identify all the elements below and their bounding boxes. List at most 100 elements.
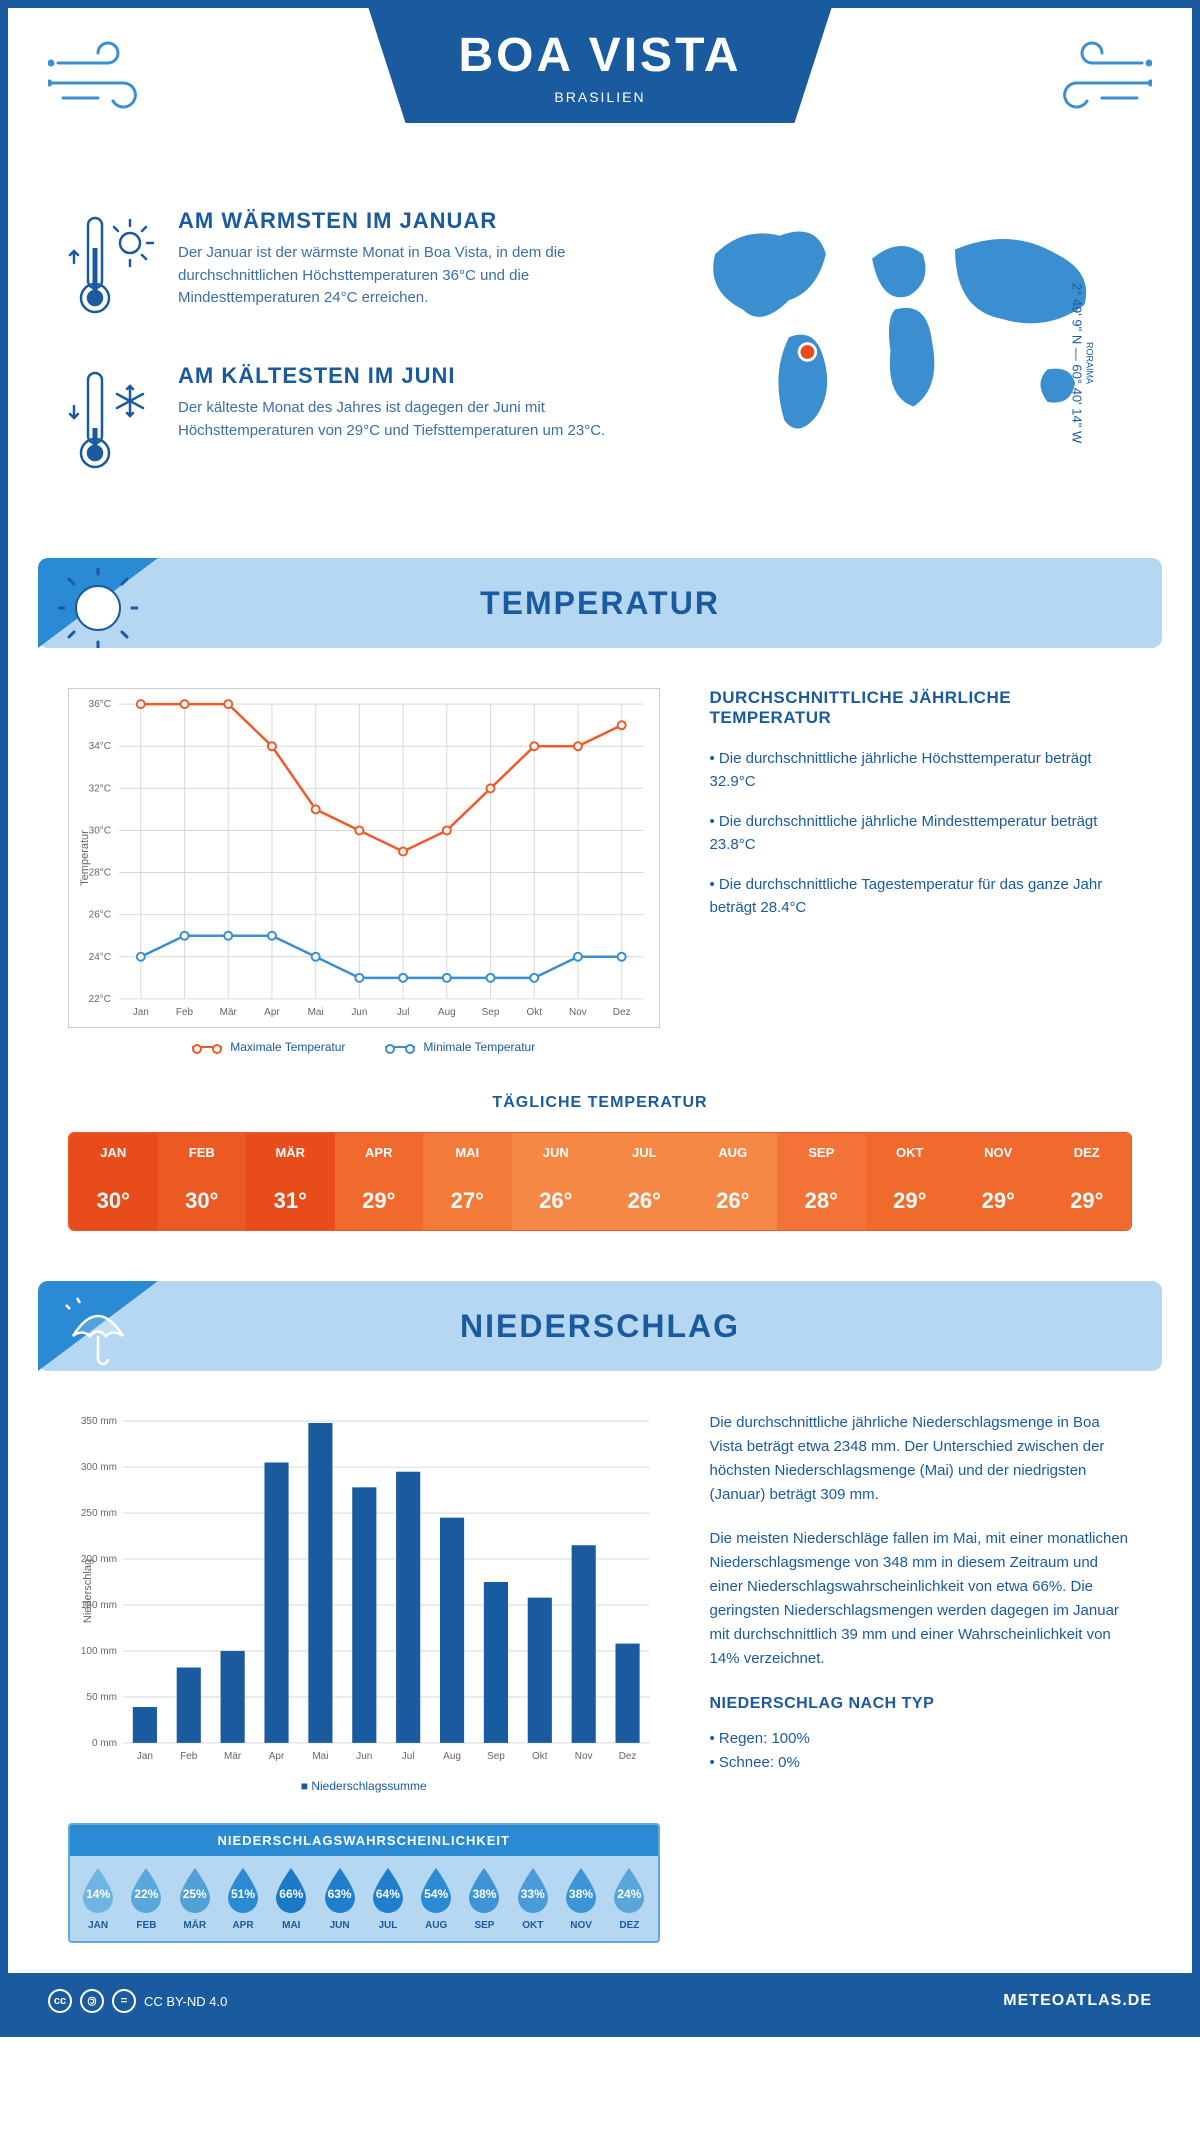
temp-info-bullets: Die durchschnittliche jährliche Höchstte… [710, 748, 1133, 919]
temp-table-header: JUN [512, 1133, 601, 1172]
svg-text:Sep: Sep [482, 1007, 500, 1018]
site-name: METEOATLAS.DE [1003, 1992, 1152, 2010]
legend-max: Maximale Temperatur [192, 1040, 345, 1054]
svg-text:36°C: 36°C [89, 699, 111, 710]
svg-text:Jul: Jul [402, 1751, 415, 1762]
chart-legend: Maximale Temperatur Minimale Temperatur [68, 1040, 660, 1054]
header: BOA VISTA BRASILIEN [8, 8, 1192, 208]
wind-icon [48, 38, 168, 118]
temperature-chart-box: Temperatur 22°C24°C26°C28°C30°C32°C34°C3… [68, 688, 660, 1054]
precipitation-title: NIEDERSCHLAG [460, 1308, 740, 1345]
precip-para-2: Die meisten Niederschläge fallen im Mai,… [710, 1527, 1133, 1671]
probability-cell: 22%FEB [122, 1866, 170, 1931]
daily-temp-heading: TÄGLICHE TEMPERATUR [68, 1094, 1132, 1112]
daily-temp-table: JANFEBMÄRAPRMAIJUNJULAUGSEPOKTNOVDEZ30°3… [68, 1132, 1132, 1231]
precipitation-bar-chart: Niederschlag 0 mm50 mm100 mm150 mm200 mm… [68, 1411, 660, 1771]
precip-para-1: Die durchschnittliche jährliche Niedersc… [710, 1411, 1133, 1507]
wind-icon [1032, 38, 1152, 118]
temp-bullet: Die durchschnittliche Tagestemperatur fü… [710, 874, 1133, 919]
bar-legend: Niederschlagssumme [68, 1779, 660, 1793]
precip-type-list: • Regen: 100%• Schnee: 0% [710, 1727, 1133, 1775]
temp-bullet: Die durchschnittliche jährliche Mindestt… [710, 811, 1133, 856]
svg-text:26°C: 26°C [89, 910, 111, 921]
precip-type-item: • Schnee: 0% [710, 1751, 1133, 1775]
by-icon: 🄯 [80, 1989, 104, 2013]
svg-text:Mär: Mär [224, 1751, 242, 1762]
temp-table-header: JAN [69, 1133, 158, 1172]
coldest-title: AM KÄLTESTEN IM JUNI [178, 363, 627, 389]
precipitation-body: Niederschlag 0 mm50 mm100 mm150 mm200 mm… [8, 1371, 1192, 1973]
svg-text:22°C: 22°C [89, 994, 111, 1005]
legend-min: Minimale Temperatur [385, 1040, 535, 1054]
temp-table-header: MAI [423, 1133, 512, 1172]
map-column: RORAIMA 2° 49' 9" N — 60° 40' 14" W [667, 208, 1132, 518]
temperature-line-chart: Temperatur 22°C24°C26°C28°C30°C32°C34°C3… [68, 688, 660, 1028]
probability-cell: 25%MÄR [171, 1866, 219, 1931]
probability-cell: 38%NOV [557, 1866, 605, 1931]
temp-table-header: DEZ [1043, 1133, 1132, 1172]
svg-text:Jan: Jan [137, 1751, 153, 1762]
svg-text:Dez: Dez [613, 1007, 631, 1018]
svg-text:Aug: Aug [438, 1007, 456, 1018]
svg-text:Jan: Jan [133, 1007, 149, 1018]
svg-text:28°C: 28°C [89, 868, 111, 879]
svg-text:Mär: Mär [220, 1007, 238, 1018]
temp-table-cell: 29° [1043, 1172, 1132, 1230]
precipitation-text: Die durchschnittliche jährliche Niedersc… [710, 1411, 1133, 1943]
svg-text:Mai: Mai [312, 1751, 328, 1762]
svg-text:Aug: Aug [443, 1751, 461, 1762]
thermometer-snow-icon [68, 363, 158, 488]
probability-cell: 51%APR [219, 1866, 267, 1931]
temp-table-cell: 29° [335, 1172, 424, 1230]
temp-table-header: MÄR [246, 1133, 335, 1172]
temp-table-cell: 30° [158, 1172, 247, 1230]
warmest-text: Der Januar ist der wärmste Monat in Boa … [178, 242, 627, 310]
facts-column: AM WÄRMSTEN IM JANUAR Der Januar ist der… [68, 208, 627, 518]
coldest-fact: AM KÄLTESTEN IM JUNI Der kälteste Monat … [68, 363, 627, 488]
svg-text:100 mm: 100 mm [81, 1646, 117, 1657]
temp-table-cell: 26° [600, 1172, 689, 1230]
temp-table-cell: 26° [689, 1172, 778, 1230]
svg-text:30°C: 30°C [89, 825, 111, 836]
temperature-info: DURCHSCHNITTLICHE JÄHRLICHE TEMPERATUR D… [710, 688, 1133, 1054]
svg-text:24°C: 24°C [89, 952, 111, 963]
svg-text:Apr: Apr [264, 1007, 280, 1018]
probability-cell: 14%JAN [74, 1866, 122, 1931]
temp-table-cell: 28° [777, 1172, 866, 1230]
svg-text:50 mm: 50 mm [86, 1692, 117, 1703]
intro-section: AM WÄRMSTEN IM JANUAR Der Januar ist der… [8, 208, 1192, 558]
precip-type-heading: NIEDERSCHLAG NACH TYP [710, 1691, 1133, 1717]
probability-cell: 24%DEZ [605, 1866, 653, 1931]
temp-bullet: Die durchschnittliche jährliche Höchstte… [710, 748, 1133, 793]
infographic-container: BOA VISTA BRASILIEN [0, 0, 1200, 2037]
temp-table-cell: 30° [69, 1172, 158, 1230]
warmest-fact: AM WÄRMSTEN IM JANUAR Der Januar ist der… [68, 208, 627, 333]
y-axis-label: Niederschlag [82, 1559, 94, 1623]
temp-table-cell: 26° [512, 1172, 601, 1230]
umbrella-icon [58, 1291, 138, 1371]
temperature-title: TEMPERATUR [480, 585, 720, 622]
temp-info-heading: DURCHSCHNITTLICHE JÄHRLICHE TEMPERATUR [710, 688, 1133, 728]
title-ribbon: BOA VISTA BRASILIEN [368, 8, 831, 123]
temp-table-cell: 29° [866, 1172, 955, 1230]
temp-table-header: JUL [600, 1133, 689, 1172]
probability-cell: 38%SEP [460, 1866, 508, 1931]
cc-icon: cc [48, 1989, 72, 2013]
svg-text:Feb: Feb [180, 1751, 198, 1762]
probability-cell: 66%MAI [267, 1866, 315, 1931]
svg-text:Mai: Mai [308, 1007, 324, 1018]
temperature-section-header: TEMPERATUR [38, 558, 1162, 648]
probability-box: NIEDERSCHLAGSWAHRSCHEINLICHKEIT 14%JAN22… [68, 1823, 660, 1943]
svg-text:Okt: Okt [526, 1007, 542, 1018]
svg-text:Dez: Dez [619, 1751, 637, 1762]
svg-text:32°C: 32°C [89, 783, 111, 794]
sun-icon [58, 568, 138, 648]
precip-type-item: • Regen: 100% [710, 1727, 1133, 1751]
svg-text:Jun: Jun [351, 1007, 367, 1018]
svg-text:34°C: 34°C [89, 741, 111, 752]
license-text: CC BY-ND 4.0 [144, 1994, 227, 2009]
coldest-text: Der kälteste Monat des Jahres ist dagege… [178, 397, 627, 442]
footer: cc 🄯 = CC BY-ND 4.0 METEOATLAS.DE [8, 1973, 1192, 2029]
svg-text:0 mm: 0 mm [92, 1738, 117, 1749]
temp-table-header: NOV [954, 1133, 1043, 1172]
